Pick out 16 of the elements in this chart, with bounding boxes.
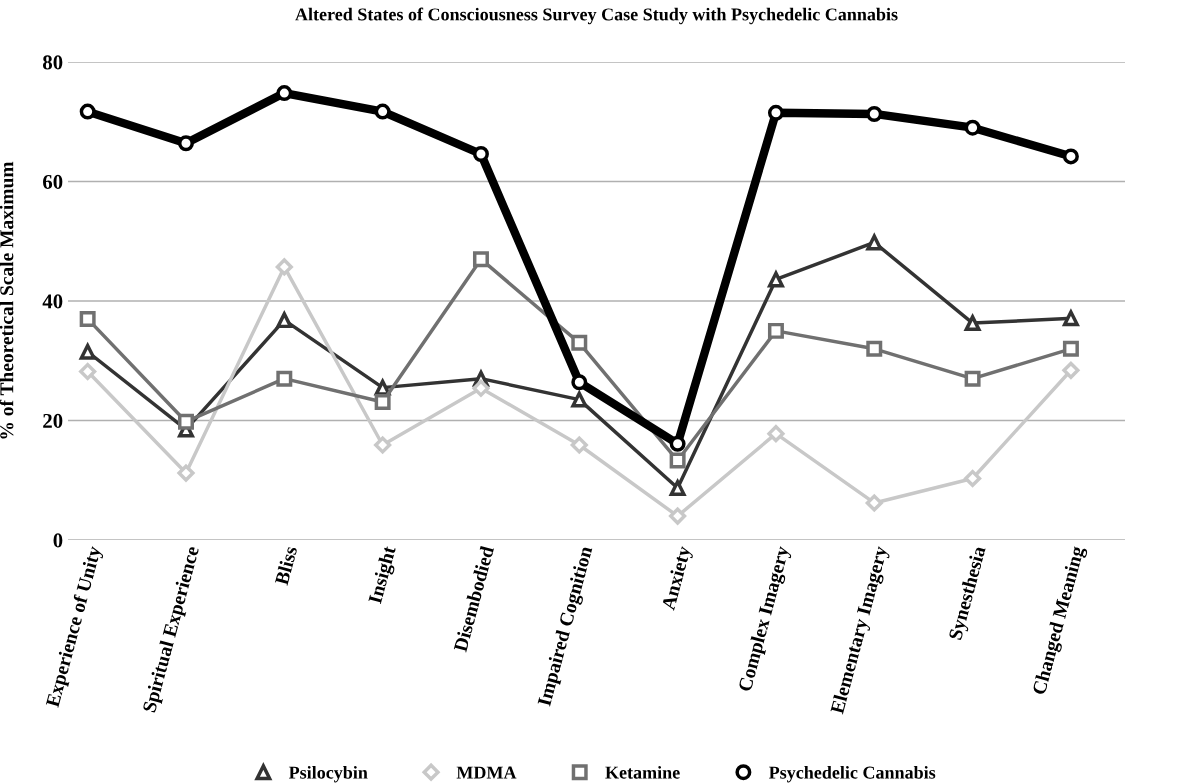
legend-label: MDMA <box>456 766 517 779</box>
y-tick-label: 20 <box>43 413 63 428</box>
y-tick-label: 40 <box>42 294 63 309</box>
x-tick-label: Complex Imagery <box>737 545 794 694</box>
x-tick-label: Bliss <box>274 545 298 586</box>
x-tick-label: Anxiety <box>660 545 695 612</box>
chart-title: Altered States of Consciousness Survey Case Study with Psychedelic Cannabis <box>295 7 898 25</box>
y-tick-label: 0 <box>53 533 63 548</box>
y-tick-label: 80 <box>43 55 63 70</box>
y-tick-label: 60 <box>43 174 63 189</box>
legend-label: Psilocybin <box>288 765 368 783</box>
x-tick-label: Insight <box>367 544 400 606</box>
y-axis-title: % of Theoretical Scale Maximum <box>0 161 14 439</box>
x-tick-label: Impaired Cognition <box>536 545 597 708</box>
legend-label: Ketamine <box>605 765 680 779</box>
legend-label: Psychedelic Cannabis <box>768 765 936 783</box>
